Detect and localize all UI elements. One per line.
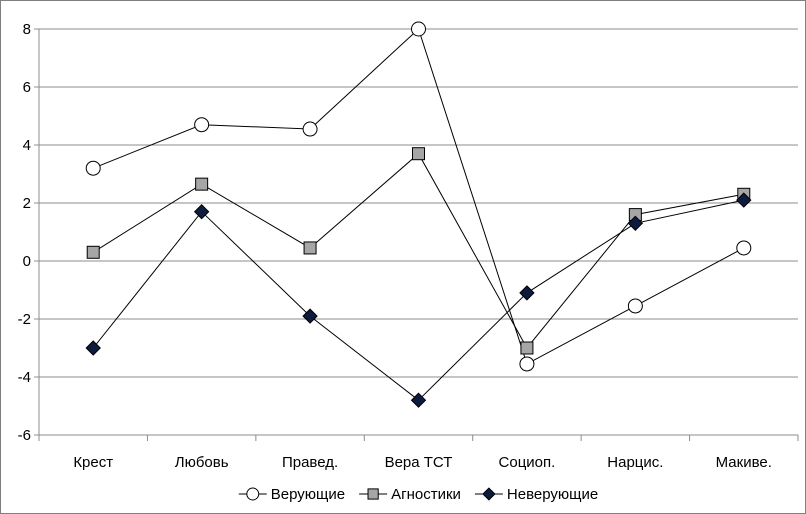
y-tick-label: 4 [23,137,31,154]
data-point-circle [302,121,318,137]
x-tick-label: Крест [73,454,113,471]
y-tick-label: 2 [23,195,31,212]
data-point-square [86,245,100,259]
data-point-diamond [627,215,644,232]
data-point-square [195,177,209,191]
legend: Верующие Агностики Неверующие [238,486,598,503]
x-tick-label: Любовь [175,454,229,471]
legend-marker-diamond [482,487,496,501]
legend-label: Агностики [391,486,461,503]
y-tick-label: 8 [23,21,31,38]
legend-label: Неверующие [507,486,598,503]
data-point-circle [411,21,426,37]
series-line-1 [93,28,745,365]
x-tick-label: Макиве. [716,454,772,471]
legend-item: Агностики [359,486,461,503]
data-point-circle [194,117,210,133]
data-point-diamond [302,308,318,324]
data-point-circle [736,240,752,256]
x-tick-label: Правед. [282,454,338,471]
y-tick-label: -4 [18,369,31,386]
data-point-diamond [85,340,101,356]
y-tick-label: -6 [18,427,31,444]
y-tick-label: 0 [23,253,31,270]
x-tick-label: Нарцис. [607,454,663,471]
data-point-diamond [410,392,427,408]
tick-labels: -6 -4 -2 0 2 4 6 8 Крест Любовь Правед. Вера ТСТ Соц… [18,21,772,471]
legend-marker-square [367,488,379,500]
data-point-square [520,341,534,355]
data-point-square [412,147,425,161]
y-tick-label: 6 [23,79,31,96]
x-tick-label: Вера ТСТ [385,454,453,471]
legend-item: Неверующие [474,486,598,503]
data-point-circle [627,298,643,314]
data-point-diamond [736,192,752,208]
gridlines [39,28,798,378]
series-lines [92,28,745,401]
data-point-diamond [519,285,535,301]
x-tick-label: Социоп. [499,454,556,471]
axes [34,28,799,441]
data-point-diamond [193,203,210,220]
data-point-circle [519,356,535,372]
legend-marker-circle [246,487,260,501]
legend-label: Верующие [271,486,345,503]
data-point-square [303,241,317,255]
y-tick-label: -2 [18,311,31,328]
legend-item: Верующие [238,486,345,503]
data-point-circle [85,160,101,176]
series-markers [85,21,752,408]
